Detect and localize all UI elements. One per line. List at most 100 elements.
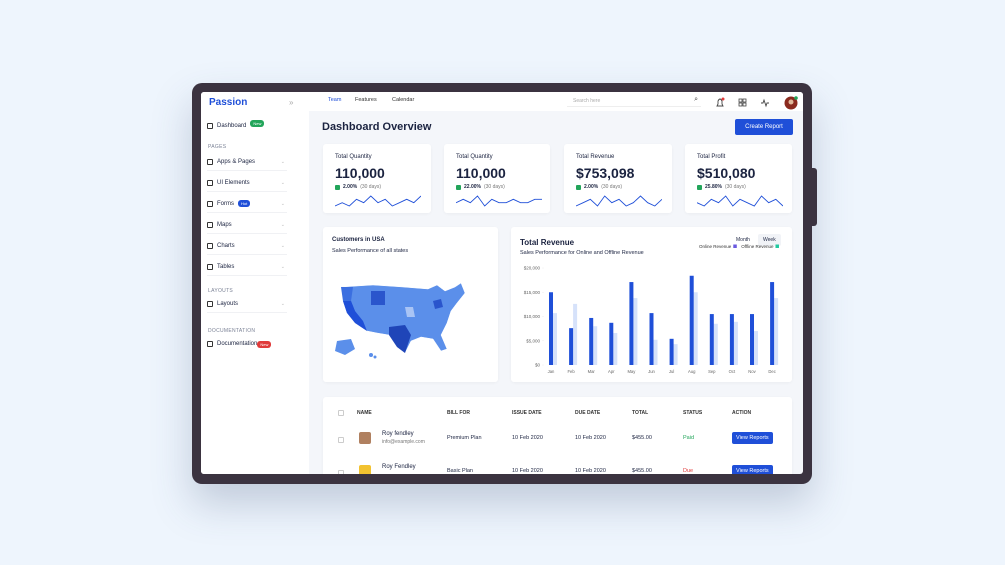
stat-change: 2.00% (30 days)	[576, 184, 622, 190]
menu-icon	[207, 242, 213, 249]
checkbox[interactable]	[338, 437, 344, 443]
map-title: Customers in USA	[332, 237, 385, 243]
toggle[interactable]: Week	[758, 234, 781, 246]
cell: 10 Feb 2020	[512, 435, 543, 441]
menu-icon	[207, 263, 213, 270]
section-heading: LAYOUTS	[208, 288, 234, 294]
checkbox[interactable]	[338, 470, 344, 474]
customer-email: info@example.com	[382, 439, 425, 445]
stat-label: Total Profit	[697, 154, 726, 160]
badge: New	[257, 340, 272, 348]
sparkline	[335, 195, 421, 207]
bar	[689, 275, 694, 365]
x-tick-label: Feb	[567, 369, 575, 374]
column-header: DUE DATE	[575, 410, 601, 416]
menu-item[interactable]: UI Elements ⌄	[207, 174, 287, 192]
change-period: (30 days)	[601, 184, 623, 190]
sparkline-path	[697, 195, 783, 207]
sparkline	[456, 195, 542, 207]
column-header: ACTION	[732, 410, 752, 416]
checkbox[interactable]	[338, 410, 344, 416]
menu-icon	[207, 179, 213, 186]
stat-change: 2.00% (30 days)	[335, 184, 381, 190]
sidebar: Passion » Dashboard New PAGES LAYOUTS Lay…	[201, 92, 309, 474]
y-tick-label: $10,000	[524, 314, 541, 319]
customer-name: Roy Fendley	[382, 464, 416, 470]
stat-value: 110,000	[456, 165, 506, 181]
menu-item[interactable]: Forms Hot ⌄	[207, 195, 287, 213]
trend-icon	[456, 184, 461, 190]
cell: $455.00	[632, 435, 652, 441]
stat-label: Total Quantity	[335, 154, 372, 160]
x-tick-label: May	[627, 369, 636, 374]
menu-item[interactable]: Layouts ⌄	[207, 295, 287, 313]
search-placeholder: Search here	[573, 98, 601, 104]
x-tick-label: Sep	[708, 369, 716, 374]
top-icons[interactable]	[713, 96, 803, 110]
stat-card: Total Quantity 110,000 22.00% (30 days)	[444, 144, 550, 213]
revenue-card: Total Revenue Sales Performance for Onli…	[511, 227, 792, 382]
bar	[549, 292, 553, 365]
menu-item[interactable]: Apps & Pages ⌄	[207, 153, 287, 171]
sparkline-path	[456, 195, 542, 207]
sparkline	[576, 195, 662, 207]
legend-label: Online Revenue	[699, 244, 732, 249]
bar	[589, 317, 594, 365]
x-tick-label: Oct	[729, 369, 736, 374]
cell: $455.00	[632, 468, 652, 474]
column-header: NAME	[357, 410, 372, 416]
toggle[interactable]: Month	[736, 237, 750, 243]
legend-swatch	[775, 244, 779, 248]
column-header: BILL FOR	[447, 410, 470, 416]
bar	[649, 313, 654, 365]
trend-icon	[576, 184, 581, 190]
legend-swatch	[733, 244, 737, 248]
logo[interactable]: Passion	[209, 97, 248, 108]
menu-label: Layouts	[217, 300, 239, 307]
bar	[633, 298, 638, 365]
nav-link[interactable]: Team	[328, 97, 342, 103]
usa-map	[335, 282, 466, 359]
chevron: ⌄	[280, 179, 285, 186]
sparkline-path	[335, 195, 421, 207]
view-reports-button[interactable]: View Reports	[732, 465, 773, 474]
bar	[713, 323, 718, 365]
view-reports-button[interactable]: View Reports	[732, 432, 773, 444]
menu-item[interactable]: Dashboard New	[207, 117, 287, 135]
bar	[729, 314, 734, 365]
cell: Basic Plan	[447, 468, 473, 474]
create-report-button[interactable]: Create Report	[735, 119, 793, 135]
stat-change: 22.00% (30 days)	[456, 184, 505, 190]
cell: 10 Feb 2020	[575, 468, 606, 474]
stat-card: Total Revenue $753,098 2.00% (30 days)	[564, 144, 672, 213]
x-tick-label: Nov	[748, 369, 756, 374]
map-subtitle: Sales Performance of all states	[332, 248, 409, 254]
change-period: (30 days)	[483, 184, 505, 190]
menu-item[interactable]: Tables ⌄	[207, 258, 287, 276]
menu-item[interactable]: Charts ⌄	[207, 237, 287, 255]
menu-label: Tables	[217, 263, 235, 270]
nav-link[interactable]: Features	[355, 97, 377, 103]
sparkline-path	[576, 195, 662, 207]
bar-chart: $0 $5,000 $10,000 $15,000 $20,000 Online Reve…	[524, 244, 779, 374]
change-period: (30 days)	[724, 184, 746, 190]
x-tick-label: Aug	[688, 369, 696, 374]
avatar	[359, 465, 371, 474]
menu-item[interactable]: Documentation New	[207, 335, 287, 353]
chevron: ⌄	[280, 263, 285, 270]
change-value: 22.00%	[464, 184, 481, 190]
bar	[709, 314, 714, 365]
search-box[interactable]: Search here ⌕	[567, 95, 701, 107]
menu-item[interactable]: Maps ⌄	[207, 216, 287, 234]
column-header: TOTAL	[632, 410, 649, 416]
change-value: 2.00%	[343, 184, 358, 190]
bar	[593, 326, 598, 365]
x-tick-label: Mar	[588, 369, 596, 374]
stat-label: Total Revenue	[576, 154, 615, 160]
collapse-icon[interactable]: »	[289, 98, 294, 107]
stat-value: $510,080	[697, 165, 756, 181]
bar	[733, 321, 738, 365]
x-tick-label: Jan	[548, 369, 555, 374]
nav-link[interactable]: Calendar	[392, 97, 415, 103]
cell: 10 Feb 2020	[512, 468, 543, 474]
